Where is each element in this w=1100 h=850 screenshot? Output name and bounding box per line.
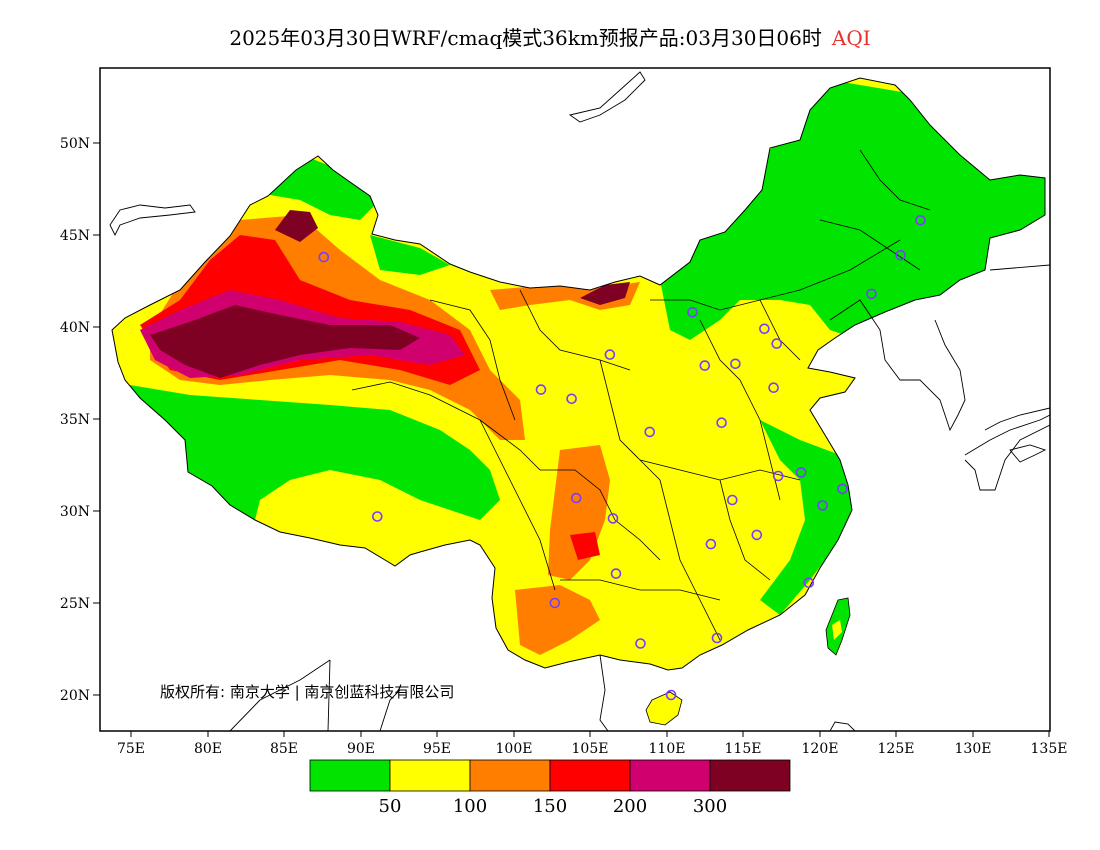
aqi-good-south-east	[760, 420, 855, 615]
title-main: 2025年03月30日WRF/cmaq模式36km预报产品:03月30日06时	[229, 26, 822, 50]
colorbar-segment-usg	[469, 759, 551, 792]
coastlines	[109, 71, 1050, 731]
aqi-field	[112, 78, 1045, 670]
lon-label-90e: 90E	[347, 741, 375, 757]
station-marker	[768, 382, 779, 394]
station-marker	[730, 358, 741, 370]
lat-label-25n: 25N	[60, 596, 90, 612]
station-marker	[535, 384, 547, 395]
station-marker	[635, 638, 646, 649]
station-marker	[570, 492, 582, 504]
colorbar-segment-good	[309, 759, 391, 792]
lon-label-75e: 75E	[117, 741, 145, 757]
station-marker	[711, 632, 723, 644]
station-marker	[644, 426, 656, 438]
station-marker	[751, 529, 763, 541]
station-marker	[837, 483, 848, 495]
station-marker	[817, 500, 828, 511]
station-marker	[895, 249, 906, 261]
station-marker	[772, 470, 784, 482]
colorbar-segment-hazardous	[709, 759, 791, 792]
station-marker	[866, 288, 877, 300]
colorbar-label-50: 50	[379, 796, 402, 817]
station-marker	[771, 338, 783, 349]
lon-label-120e: 120E	[802, 741, 839, 757]
station-marker	[803, 577, 815, 589]
station-marker	[371, 511, 383, 522]
hainan-island	[645, 691, 683, 726]
lon-label-110e: 110E	[649, 741, 686, 757]
aqi-hazardous-xinjiang	[150, 305, 420, 378]
aqi-hazardous-north	[580, 282, 630, 305]
lat-label-45n: 45N	[60, 228, 90, 244]
lat-label-40n: 40N	[60, 320, 90, 336]
province-boundaries	[351, 149, 931, 641]
lat-label-20n: 20N	[60, 688, 90, 704]
station-marker	[687, 306, 698, 318]
station-marker	[726, 494, 738, 506]
map-frame	[99, 67, 1051, 732]
monitoring-stations	[318, 215, 926, 701]
colorbar-label-200: 200	[613, 796, 647, 817]
aqi-colorbar	[309, 759, 791, 792]
station-marker	[795, 467, 807, 478]
station-marker	[716, 417, 727, 429]
taiwan-island	[825, 597, 851, 656]
lon-label-135e: 135E	[1031, 741, 1068, 757]
aqi-hazardous-tianshan	[275, 210, 318, 242]
lon-label-130e: 130E	[955, 741, 992, 757]
title-variable: AQI	[831, 26, 871, 50]
lat-label-30n: 30N	[60, 504, 90, 520]
station-marker	[759, 323, 770, 335]
china-border	[111, 77, 1046, 671]
aqi-unhealthy-chongqing	[570, 532, 600, 560]
station-marker	[607, 513, 619, 524]
aqi-moderate-south-china	[515, 585, 600, 655]
lon-label-105e: 105E	[572, 741, 609, 757]
lon-label-95e: 95E	[423, 741, 451, 757]
station-marker	[566, 393, 577, 405]
station-marker	[705, 538, 717, 550]
aqi-good-north-east	[660, 80, 1045, 340]
aqi-good-inner-mongolia	[370, 235, 450, 275]
lon-label-115e: 115E	[725, 741, 762, 757]
station-marker	[318, 251, 330, 263]
lon-label-125e: 125E	[878, 741, 915, 757]
station-marker	[699, 360, 711, 371]
station-marker	[610, 568, 622, 579]
station-marker	[549, 597, 561, 609]
colorbar-label-100: 100	[453, 796, 487, 817]
colorbar-label-150: 150	[533, 796, 567, 817]
station-marker	[915, 215, 926, 226]
colorbar-segment-unhealthy	[549, 759, 631, 792]
lon-label-85e: 85E	[270, 741, 298, 757]
lat-label-50n: 50N	[60, 136, 90, 152]
lat-label-35n: 35N	[60, 412, 90, 428]
colorbar-label-300: 300	[693, 796, 727, 817]
colorbar-segment-moderate	[389, 759, 471, 792]
longitude-axis	[130, 731, 1050, 737]
copyright-notice: 版权所有: 南京大学 | 南京创蓝科技有限公司	[160, 683, 454, 701]
map-title: 2025年03月30日WRF/cmaq模式36km预报产品:03月30日06时 A…	[0, 22, 1100, 51]
colorbar-segment-very-unhealthy	[629, 759, 711, 792]
latitude-axis	[93, 142, 100, 696]
lon-label-100e: 100E	[496, 741, 533, 757]
station-marker	[604, 349, 616, 360]
station-marker	[665, 689, 677, 701]
lon-label-80e: 80E	[194, 741, 222, 757]
